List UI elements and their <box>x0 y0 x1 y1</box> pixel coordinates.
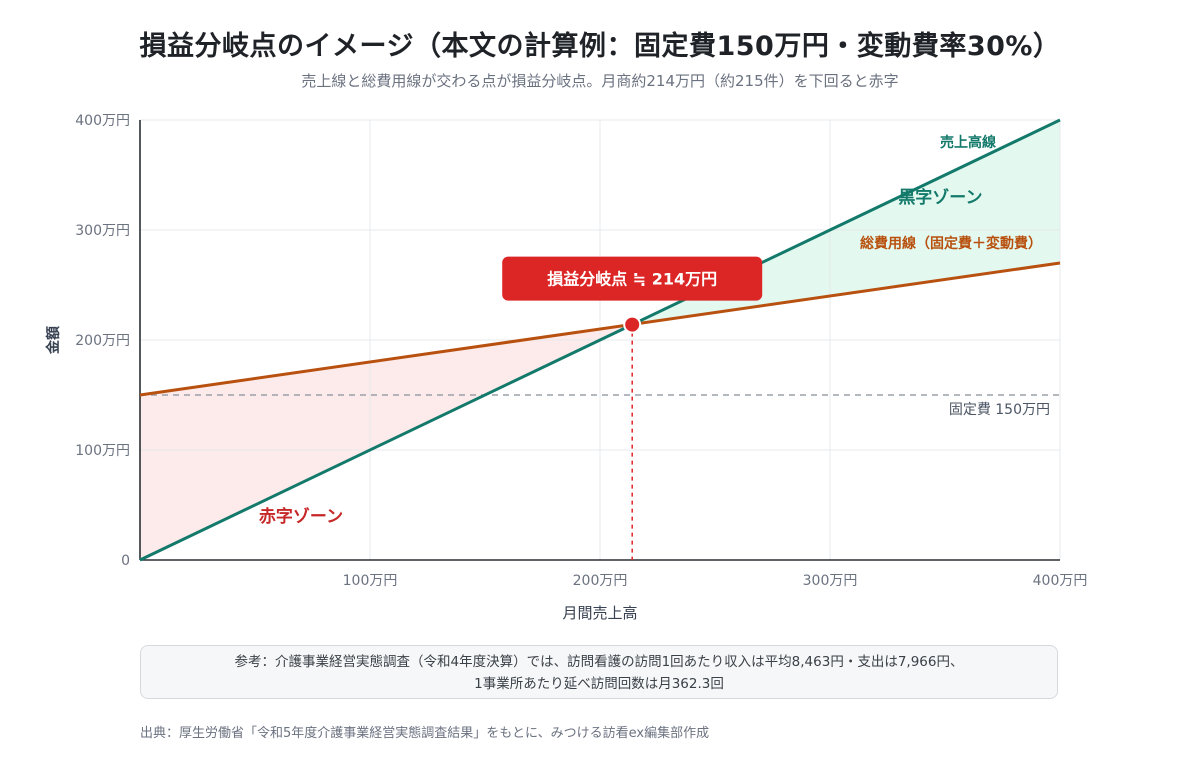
total-cost-line-label: 総費用線（固定費＋変動費） <box>860 235 1042 252</box>
y-tick-label: 200万円 <box>75 333 130 349</box>
reference-note: 参考：介護事業経営実態調査（令和4年度決算）では、訪問看護の訪問1回あたり収入は… <box>140 645 1058 699</box>
reference-note-line-2: 1事業所あたり延べ訪問回数は月362.3回 <box>474 676 724 692</box>
break-even-callout <box>502 256 763 301</box>
chart-title: 損益分岐点のイメージ（本文の計算例：固定費150万円・変動費率30%） <box>139 31 1061 62</box>
profit-zone-label: 黒字ゾーン <box>898 187 982 208</box>
chart-subtitle: 売上線と総費用線が交わる点が損益分岐点。月商約214万円（約215件）を下回ると… <box>301 72 899 90</box>
sales-line-label: 売上高線 <box>940 134 996 151</box>
y-tick-label: 0 <box>121 553 130 569</box>
break-even-point <box>623 315 642 334</box>
loss-zone-label: 赤字ゾーン <box>259 506 343 527</box>
break-even-chart: 0 100万円 200万円 300万円 400万円 100万円 200万円 300万円 400万… <box>45 113 1088 622</box>
total-cost-line <box>139 261 1061 397</box>
reference-note-line-1: 参考：介護事業経営実態調査（令和4年度決算）では、訪問看護の訪問1回あたり収入は… <box>234 654 964 670</box>
fixed-cost-label: 固定費 150万円 <box>949 402 1050 418</box>
x-tick-label: 300万円 <box>803 573 858 589</box>
y-tick-label: 300万円 <box>75 223 130 239</box>
x-axis-title: 月間売上高 <box>562 604 637 622</box>
break-even-label: 損益分岐点 ≒ 214万円 <box>547 270 717 289</box>
y-tick-label: 100万円 <box>75 443 130 459</box>
y-tick-label: 400万円 <box>75 113 130 129</box>
y-axis-title: 金額 <box>45 326 62 355</box>
x-tick-label: 100万円 <box>343 573 398 589</box>
x-tick-label: 400万円 <box>1033 573 1088 589</box>
source-credit: 出典：厚生労働省「令和5年度介護事業経営実態調査結果」をもとに、みつける訪看ex… <box>140 726 710 741</box>
x-tick-label: 200万円 <box>573 573 628 589</box>
sales-line <box>139 118 1061 562</box>
